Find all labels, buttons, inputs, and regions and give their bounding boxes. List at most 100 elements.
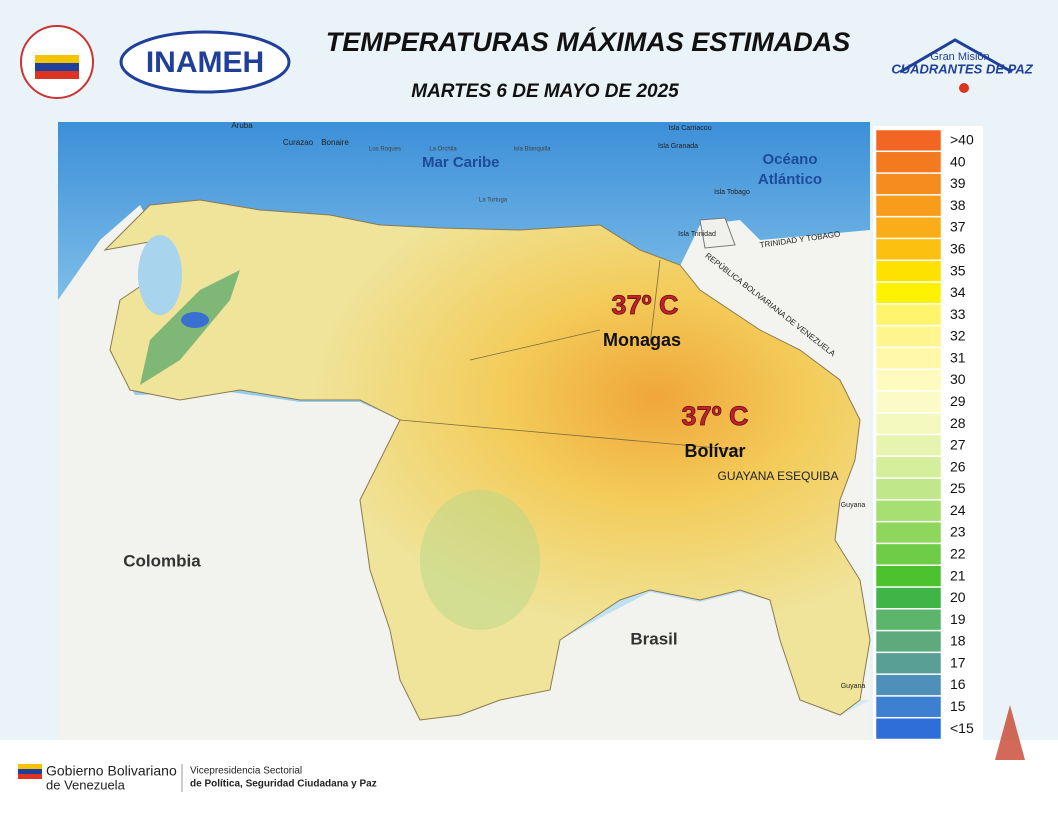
andes — [140, 270, 240, 385]
legend-label: 25 — [950, 480, 966, 496]
legend-label: 35 — [950, 262, 966, 278]
legend-swatch — [875, 129, 942, 152]
map-label: Isla Blanquilla — [513, 147, 551, 153]
map-label: Colombia — [123, 551, 201, 570]
gov-flag — [18, 769, 42, 774]
pin — [959, 83, 969, 93]
legend-label: 29 — [950, 393, 966, 409]
legend-label: 30 — [950, 371, 966, 387]
map-label: Isla Granada — [658, 143, 698, 150]
map-label: La Tortuga — [479, 198, 508, 204]
legend-label: 40 — [950, 153, 966, 169]
legend-swatch — [875, 652, 942, 674]
map-label: GUAYANA ESEQUIBA — [718, 469, 839, 483]
bicentenario-logo — [995, 705, 1025, 760]
trinidad — [699, 217, 736, 249]
map-label: Brasil — [630, 629, 677, 648]
legend-label: 23 — [950, 524, 966, 540]
map-label: Los Roques — [369, 147, 401, 153]
legend-swatch — [875, 609, 942, 631]
legend-label: 37 — [950, 219, 966, 235]
legend-swatch — [875, 543, 942, 565]
map-label: Isla Carriacou — [668, 125, 711, 132]
legend-label: 20 — [950, 589, 966, 605]
legend-swatch — [875, 391, 942, 413]
legend-swatch — [875, 630, 942, 653]
legend-swatch — [875, 260, 942, 282]
cuadrantes-roof — [899, 38, 1013, 74]
map-label: Guyana — [841, 683, 866, 690]
title: TEMPERATURAS MÁXIMAS ESTIMADAS — [326, 26, 851, 57]
legend-label: 33 — [950, 306, 966, 322]
gov-line2: de Venezuela — [46, 777, 126, 792]
legend-label: 39 — [950, 175, 966, 191]
vice-line1: Vicepresidencia Sectorial — [190, 766, 302, 777]
flag-blue — [35, 63, 79, 71]
andes-cold — [181, 312, 209, 328]
legend-swatch — [875, 173, 942, 195]
legend-label: 31 — [950, 349, 966, 365]
legend-swatch — [875, 456, 942, 478]
map-label: Océano Atlántico — [758, 151, 822, 188]
state-border — [399, 419, 741, 451]
inameh-text: INAMEH — [146, 46, 264, 79]
region-label: Bolívar — [684, 441, 745, 461]
legend-label: 19 — [950, 611, 966, 627]
cuadrantes-top: Gran Misión — [930, 51, 989, 63]
legend-label: 22 — [950, 546, 966, 562]
map-labels: Mar Caribe Océano Atlántico Colombia Brasil G… — [123, 121, 865, 690]
legend-swatch — [875, 500, 942, 522]
map-label: La Orchila — [429, 147, 457, 153]
neighbour-land — [58, 205, 870, 740]
map-label: Isla Trinidad — [678, 231, 716, 238]
legend-swatch — [875, 282, 942, 304]
gov-line1: Gobierno Bolivariano — [46, 763, 177, 779]
legend-swatch — [875, 521, 942, 544]
legend-label: >40 — [950, 132, 974, 148]
legend-swatch — [875, 674, 942, 696]
legend-swatch — [875, 434, 942, 457]
legend-swatch — [875, 238, 942, 260]
gov-flag — [18, 764, 42, 769]
region-label: Monagas — [603, 330, 681, 350]
legend-swatch — [875, 347, 942, 369]
amazonas-green — [420, 490, 540, 630]
legend-label: 32 — [950, 328, 966, 344]
inameh-logo — [119, 30, 291, 94]
legend-label: 27 — [950, 437, 966, 453]
gov-flag — [18, 774, 42, 779]
venezuela — [103, 199, 871, 721]
legend-swatch — [875, 717, 942, 740]
legend-swatch — [875, 195, 942, 217]
temp-label: 37º C — [682, 401, 749, 431]
legend-swatch — [875, 478, 942, 500]
legend-swatch — [875, 412, 942, 435]
legend-swatch — [875, 151, 942, 173]
subtitle: MARTES 6 DE MAYO DE 2025 — [411, 81, 679, 102]
lake-maracaibo — [138, 235, 182, 315]
flag-yellow — [35, 55, 79, 63]
temp-label: 37º C — [612, 290, 679, 320]
legend-label: 24 — [950, 502, 966, 518]
legend-label: <15 — [950, 720, 974, 736]
legend-label: 18 — [950, 633, 966, 649]
map-label: Mar Caribe — [422, 154, 500, 171]
legend-label: 15 — [950, 698, 966, 714]
flag-red — [35, 71, 79, 79]
legend: >40 40 39 38 37 36 35 34 33 32 31 30 29 28 27 26 25 24 23 2… — [873, 126, 983, 740]
legend-label: 16 — [950, 676, 966, 692]
state-border — [649, 259, 661, 346]
legend-label: 36 — [950, 241, 966, 257]
state-border — [469, 329, 601, 361]
legend-label: 28 — [950, 415, 966, 431]
map-label: Isla Tobago — [714, 189, 750, 196]
guyana-land — [680, 220, 870, 700]
legend-swatch — [875, 696, 942, 718]
map-label: Curazao — [283, 138, 314, 147]
legend-label: 34 — [950, 284, 966, 300]
legend-label: 17 — [950, 654, 966, 670]
legend-swatch — [875, 216, 942, 239]
